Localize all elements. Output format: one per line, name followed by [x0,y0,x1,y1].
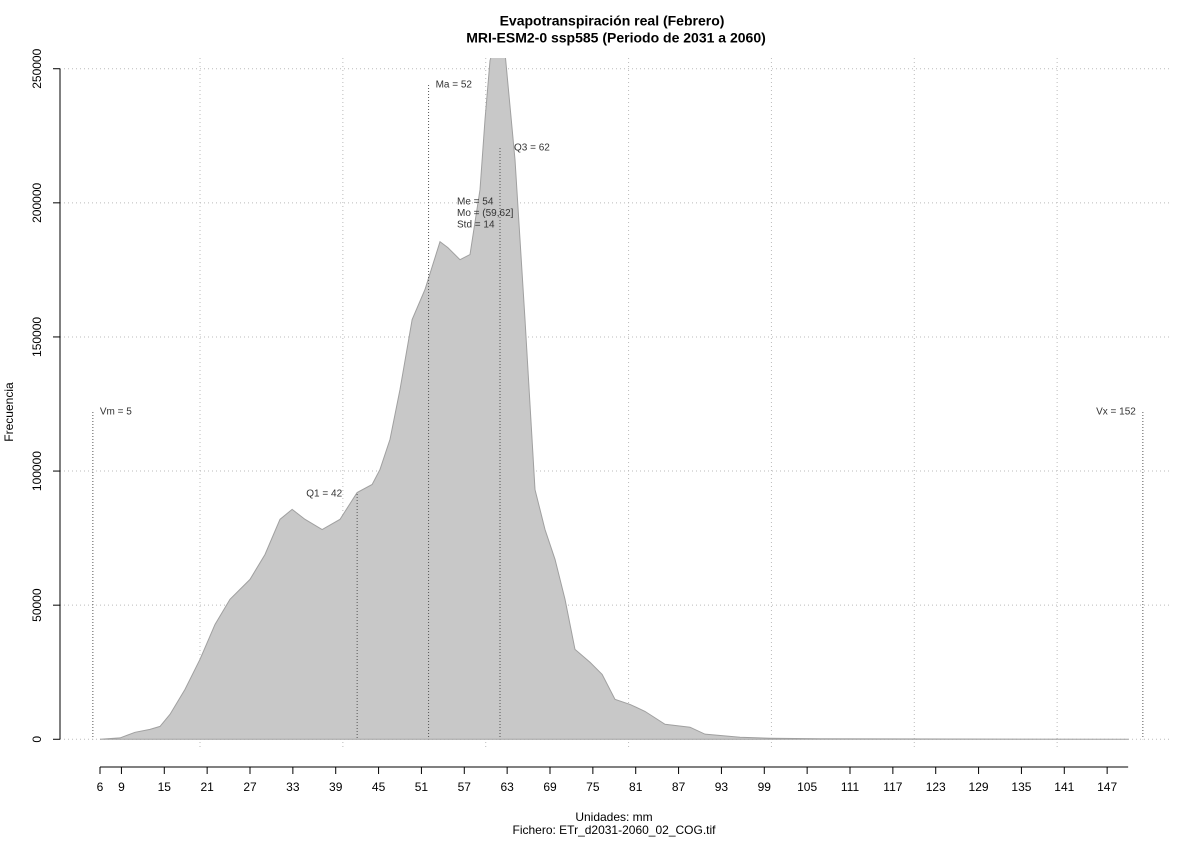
x-tick-label: 27 [243,780,257,794]
x-tick-label: 99 [758,780,772,794]
chart-title: Evapotranspiración real (Febrero) [500,13,725,29]
x-tick-label: 141 [1054,780,1074,794]
x-tick-label: 111 [841,780,860,794]
x-tick-label: 93 [715,780,729,794]
x-tick-label: 39 [329,780,343,794]
x-tick-label: 21 [200,780,214,794]
y-tick-label: 200000 [30,182,44,222]
x-tick-label: 117 [883,780,902,794]
caption: Fichero: ETr_d2031-2060_02_COG.tif [513,823,717,837]
x-tick-label: 45 [372,780,386,794]
x-tick-label: 147 [1097,780,1117,794]
y-tick-label: 50000 [30,588,44,622]
x-tick-label: 9 [118,780,125,794]
marker-label: Vx = 152 [1096,407,1136,418]
marker-label: Q1 = 42 [306,489,342,500]
y-axis-label: Frecuencia [2,382,16,442]
x-tick-label: 105 [797,780,817,794]
y-tick-label: 0 [30,736,44,743]
x-tick-label: 63 [500,780,514,794]
x-axis-label: Unidades: mm [575,810,652,824]
marker-label: Q3 = 62 [514,143,550,154]
marker-label: Vm = 5 [100,407,132,418]
x-tick-label: 135 [1011,780,1031,794]
x-tick-label: 75 [586,780,600,794]
x-tick-label: 81 [629,780,643,794]
x-tick-label: 33 [286,780,300,794]
x-tick-label: 6 [97,780,104,794]
stat-annotation: Me = 54 [457,197,494,208]
x-tick-label: 57 [458,780,472,794]
y-tick-label: 100000 [30,451,44,491]
stat-annotation: Std = 14 [457,220,495,231]
x-tick-label: 87 [672,780,686,794]
y-tick-label: 250000 [30,48,44,88]
x-tick-label: 129 [969,780,989,794]
chart-subtitle: MRI-ESM2-0 ssp585 (Periodo de 2031 a 206… [466,30,766,46]
x-tick-label: 51 [415,780,429,794]
x-tick-label: 123 [926,780,946,794]
x-tick-label: 69 [543,780,557,794]
marker-label: Ma = 52 [436,80,473,91]
x-tick-label: 15 [158,780,172,794]
y-tick-label: 150000 [30,317,44,357]
stat-annotation: Mo = (59,62] [457,208,514,219]
density-area [99,58,1129,740]
